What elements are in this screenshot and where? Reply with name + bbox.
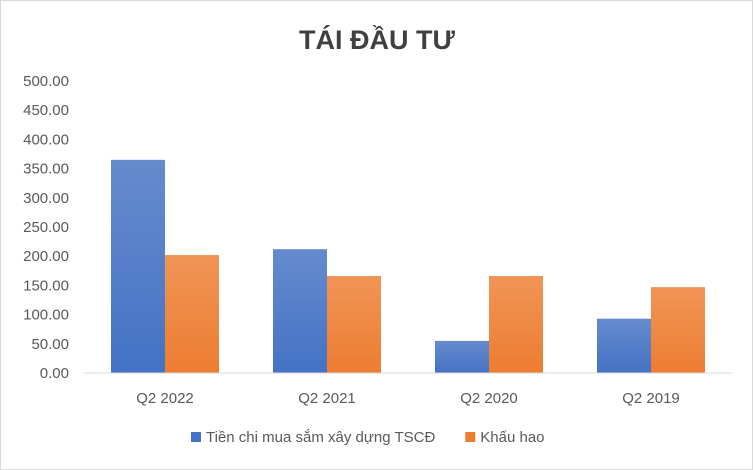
y-tick-label: 50.00	[31, 336, 69, 353]
x-tick-label: Q2 2022	[136, 390, 194, 407]
y-tick-label: 150.00	[23, 277, 69, 294]
legend-swatch-capex	[191, 432, 201, 442]
y-tick-label: 400.00	[23, 131, 69, 148]
bar-capex-2	[435, 340, 489, 373]
y-axis-ticks: 0.00 50.00 100.00 150.00 200.00 250.00 300.00 3…	[23, 73, 69, 382]
y-tick-label: 100.00	[23, 307, 69, 324]
x-tick-label: Q2 2019	[622, 390, 680, 407]
bars	[111, 159, 705, 373]
x-tick-label: Q2 2020	[460, 390, 518, 407]
bar-depreciation-3	[651, 287, 705, 373]
y-tick-label: 350.00	[23, 161, 69, 178]
bar-capex-3	[597, 318, 651, 373]
bar-capex-0	[111, 159, 165, 373]
chart-title: TÁI ĐẦU TƯ	[299, 24, 455, 55]
bar-capex-1	[273, 249, 327, 373]
y-tick-label: 450.00	[23, 102, 69, 119]
legend-label-capex: Tiền chi mua sắm xây dựng TSCĐ	[206, 429, 435, 446]
x-axis-ticks: Q2 2022 Q2 2021 Q2 2020 Q2 2019	[136, 390, 680, 407]
y-tick-label: 200.00	[23, 248, 69, 265]
y-tick-label: 300.00	[23, 190, 69, 207]
bar-depreciation-1	[327, 276, 381, 373]
legend: Tiền chi mua sắm xây dựng TSCĐ Khấu hao	[191, 429, 545, 446]
legend-label-depreciation: Khấu hao	[480, 429, 544, 446]
bar-depreciation-2	[489, 276, 543, 373]
y-tick-label: 0.00	[40, 365, 69, 382]
y-tick-label: 500.00	[23, 73, 69, 90]
bar-depreciation-0	[165, 255, 219, 373]
y-tick-label: 250.00	[23, 219, 69, 236]
legend-swatch-depreciation	[465, 432, 476, 442]
x-tick-label: Q2 2021	[298, 390, 356, 407]
